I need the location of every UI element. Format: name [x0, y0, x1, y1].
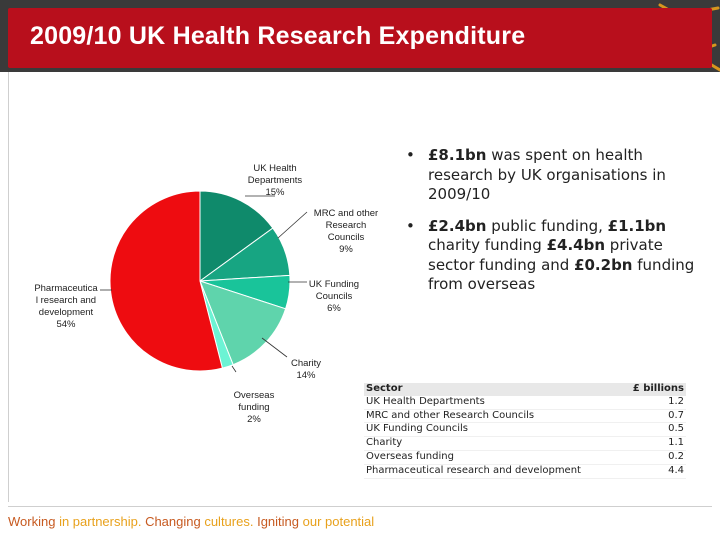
table-cell-sector: Pharmaceutical research and development — [364, 464, 622, 479]
pie-slice-5 — [109, 190, 223, 372]
slice-label-line: Councils — [328, 232, 365, 243]
footer-tagline: Working in partnership. Changing culture… — [8, 514, 374, 529]
slice-label-line: Departments — [248, 175, 303, 186]
leader-line-3 — [261, 337, 288, 358]
footer-text-3: our potential — [299, 514, 375, 529]
slice-label-line: 54% — [56, 319, 76, 330]
slice-label-line: development — [39, 307, 94, 318]
bullet-breakdown: • £2.4bn public funding, £1.1bn charity … — [402, 217, 702, 295]
footer-divider — [8, 506, 712, 507]
page-title: 2009/10 UK Health Research Expenditure — [30, 22, 526, 50]
footer-word-igniting: Igniting — [257, 514, 299, 529]
table-cell-value: 1.2 — [621, 395, 686, 410]
slice-label-0: UK Health Departments 15% — [248, 163, 303, 198]
footer-word-working: Working — [8, 514, 56, 529]
title-bar: 2009/10 UK Health Research Expenditure — [0, 0, 720, 72]
footer-word-changing: Changing — [145, 514, 201, 529]
table-row: UK Health Departments 1.2 — [364, 395, 686, 410]
table-row: Charity 1.1 — [364, 436, 686, 451]
table-cell-sector: UK Health Departments — [364, 395, 622, 410]
table-header-sector: Sector — [364, 383, 622, 396]
slice-label-2: UK Funding Councils 6% — [309, 279, 359, 314]
bullet-total: • £8.1bn was spent on health research by… — [402, 146, 702, 205]
slice-label-line: Charity — [291, 358, 321, 369]
table-row: Pharmaceutical research and development … — [364, 464, 686, 479]
slice-label-line: funding — [238, 402, 269, 413]
table-header-row: Sector £ billions — [364, 383, 686, 396]
slice-label-line: Councils — [316, 291, 353, 302]
table-cell-sector: Overseas funding — [364, 450, 622, 465]
bullet-dot: • — [406, 146, 415, 164]
expenditure-table: Sector £ billions UK Health Departments … — [364, 383, 686, 479]
footer-text-1: in partnership. — [55, 514, 146, 529]
table-cell-value: 4.4 — [621, 464, 686, 479]
pie-slice-0 — [199, 190, 274, 282]
table-header-billions: £ billions — [621, 383, 686, 396]
table-cell-sector: Charity — [364, 436, 622, 451]
table-cell-sector: UK Funding Councils — [364, 422, 622, 438]
slice-label-line: UK Funding — [309, 279, 359, 290]
slice-label-line: 9% — [339, 244, 353, 255]
pie-slices — [109, 190, 291, 372]
table-cell-value: 0.7 — [621, 409, 686, 424]
slice-label-line: UK Health — [253, 163, 296, 174]
slice-label-line: l research and — [36, 295, 96, 306]
slice-label-line: 15% — [265, 187, 285, 198]
slice-label-line: 2% — [247, 414, 261, 425]
slice-label-line: Pharmaceutica — [34, 283, 98, 294]
bullet-charity-strong: £1.1bn — [607, 216, 667, 235]
slice-label-line: Research — [326, 220, 367, 231]
slice-label-4: Overseas funding 2% — [234, 390, 275, 425]
table-cell-value: 1.1 — [621, 436, 686, 451]
table-cell-sector: MRC and other Research Councils — [364, 409, 622, 424]
bullet-dot: • — [406, 216, 415, 235]
bullet-total-rest: was spent on health research by UK organ… — [428, 146, 666, 203]
bullet-private-strong: £4.4bn — [546, 236, 606, 254]
footer-text-2: cultures. — [200, 514, 258, 529]
leader-lines — [100, 195, 308, 373]
bullet-public-text: public funding, — [486, 216, 608, 235]
bullet-private-text: private sector funding and — [428, 236, 663, 274]
title-panel: 2009/10 UK Health Research Expenditure — [8, 8, 712, 68]
table-cell-value: 0.5 — [621, 422, 686, 438]
slice-label-1: MRC and other Research Councils 9% — [314, 208, 378, 255]
slice-label-line: 14% — [296, 370, 316, 381]
bullet-charity-text: charity funding — [428, 236, 547, 254]
slice-label-line: Overseas — [234, 390, 275, 401]
bullet-overseas-text: funding from overseas — [428, 255, 695, 294]
slice-label-5: Pharmaceutica l research and development 54… — [34, 283, 98, 330]
slice-label-line: 6% — [327, 303, 341, 314]
leader-line-4 — [231, 365, 237, 373]
table-cell-value: 0.2 — [621, 450, 686, 465]
slice-label-line: MRC and other — [314, 208, 378, 219]
leader-line-1 — [277, 211, 308, 239]
table-row: Overseas funding 0.2 — [364, 450, 686, 465]
left-divider — [8, 72, 9, 502]
bullet-total-strong: £8.1bn — [428, 146, 487, 164]
slice-label-3: Charity 14% — [291, 358, 321, 381]
pie-slice-3 — [199, 280, 287, 366]
table-row: MRC and other Research Councils 0.7 — [364, 409, 686, 424]
table-row: UK Funding Councils 0.5 — [364, 422, 686, 438]
bullet-overseas-strong: £0.2bn — [574, 255, 633, 274]
summary-bullets: • £8.1bn was spent on health research by… — [402, 146, 702, 307]
bullet-public-strong: £2.4bn — [428, 216, 487, 235]
slice-labels: UK Health Departments 15% MRC and other Rese… — [34, 163, 378, 425]
